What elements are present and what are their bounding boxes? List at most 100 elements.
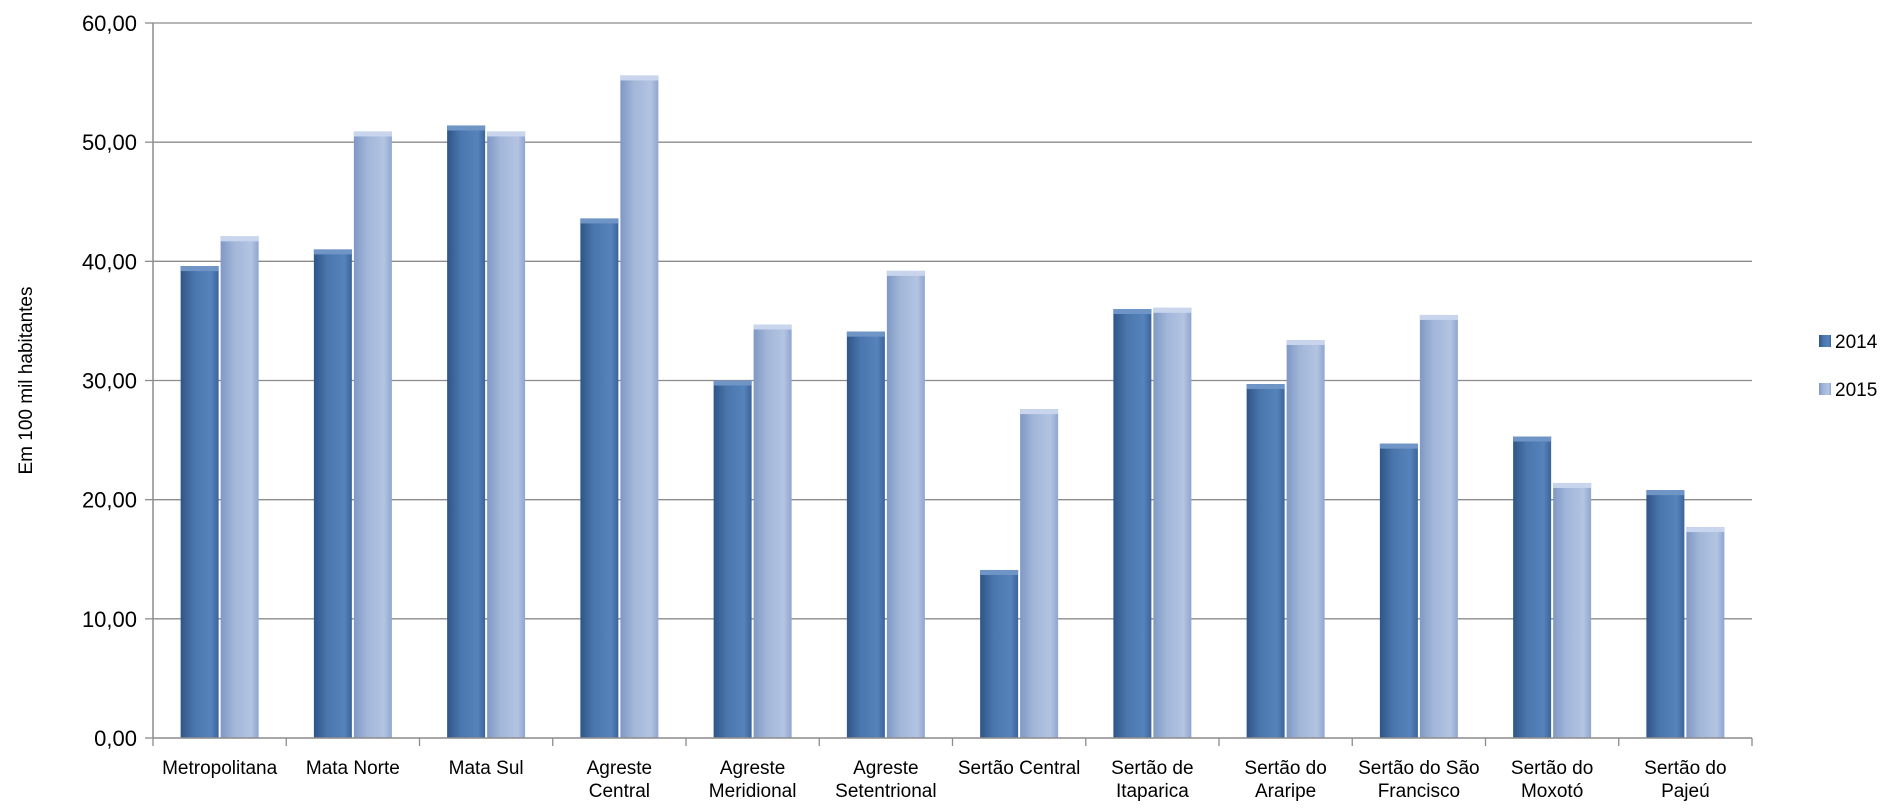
bar-top [313, 249, 352, 255]
x-tick-label-line: Metropolitana [162, 758, 278, 779]
bar [1419, 314, 1458, 738]
bar [713, 380, 752, 738]
x-tick-label-line: Agreste [587, 758, 652, 779]
legend-label: 2015 [1835, 380, 1877, 401]
bar [1153, 307, 1192, 738]
bar-2015-5 [886, 270, 925, 738]
bar-2014-2 [447, 125, 486, 738]
bar [1020, 409, 1059, 738]
bar-2014-11 [1646, 490, 1685, 738]
y-tick-label: 40,00 [82, 249, 137, 274]
bar [620, 75, 659, 738]
bar-2015-8 [1286, 339, 1325, 738]
bar-2015-7 [1153, 307, 1192, 738]
bar-2014-7 [1113, 309, 1152, 738]
bar-2014-6 [980, 569, 1019, 738]
x-tick-label: Metropolitana [162, 758, 278, 779]
bar-2014-3 [580, 218, 619, 738]
bar [1553, 482, 1592, 738]
x-tick-label-line: Araripe [1255, 781, 1316, 802]
bar-top [1153, 307, 1192, 313]
bar-2015-11 [1686, 527, 1725, 738]
bar [886, 270, 925, 738]
bar-top [220, 236, 259, 242]
bar-top [1286, 339, 1325, 345]
bar [846, 331, 885, 738]
bar-2015-3 [620, 75, 659, 738]
bar-2015-9 [1419, 314, 1458, 738]
x-tick-label-line: Pajeú [1661, 781, 1710, 802]
bar-top [886, 270, 925, 276]
bar-top [1646, 490, 1685, 496]
y-tick-label: 60,00 [82, 11, 137, 36]
legend-item-2014: 2014 [1819, 332, 1878, 353]
bar [1646, 490, 1685, 738]
bars [180, 75, 1725, 739]
x-tick-label: Sertão do São Francisco [1358, 758, 1479, 802]
x-tick-label-line: Sertão do [1244, 758, 1326, 779]
bar [980, 569, 1019, 738]
x-tick-label-line: Itaparica [1116, 781, 1189, 802]
bar-top [1419, 314, 1458, 320]
y-tick-label: 0,00 [94, 726, 137, 751]
bar-2014-10 [1513, 436, 1552, 738]
bar-top [180, 266, 219, 272]
bar [1246, 384, 1285, 738]
bar-2015-10 [1553, 482, 1592, 738]
x-tick-label-line: Sertão do [1511, 758, 1593, 779]
x-tick-label-line: Meridional [709, 781, 797, 802]
bar-2015-1 [353, 131, 392, 739]
bar [447, 125, 486, 738]
x-tick-label-line: Mata Norte [306, 758, 400, 779]
bar-2014-8 [1246, 384, 1285, 738]
bar [220, 236, 259, 738]
bar [1113, 309, 1152, 738]
axes [145, 22, 1753, 746]
legend: 2014 2015 [1819, 332, 1878, 401]
x-tick-label-line: Agreste [853, 758, 918, 779]
x-tick-label: Agreste Meridional [709, 758, 797, 802]
bar [487, 131, 526, 739]
bar-top [846, 331, 885, 337]
x-tick-label-line: Sertão do São [1358, 758, 1479, 779]
bar-2014-4 [713, 380, 752, 738]
x-tick-label: Sertão do Pajeú [1644, 758, 1726, 802]
x-tick-label: Mata Sul [449, 758, 524, 779]
y-axis-title: Em 100 mil habitantes [16, 287, 37, 475]
x-tick-label-line: Sertão Central [958, 758, 1081, 779]
bar-2014-5 [846, 331, 885, 738]
x-tick-label-line: Setentrional [835, 781, 936, 802]
bar-2015-0 [220, 236, 259, 738]
bar-top [580, 218, 619, 224]
x-tick-label: Sertão do Araripe [1244, 758, 1326, 802]
bar-top [487, 131, 526, 137]
legend-swatch [1819, 383, 1831, 395]
bar [753, 324, 792, 738]
bar-2014-1 [313, 249, 352, 738]
bar-top [753, 324, 792, 330]
x-tick-label-line: Agreste [720, 758, 785, 779]
bar [353, 131, 392, 739]
x-tick-label-line: Central [589, 781, 650, 802]
bar-2015-2 [487, 131, 526, 739]
x-tick-label-line: Sertão do [1644, 758, 1726, 779]
bar-top [980, 569, 1019, 575]
y-tick-label: 50,00 [82, 130, 137, 155]
bar-2015-4 [753, 324, 792, 738]
bar-top [353, 131, 392, 137]
bar [580, 218, 619, 738]
y-tick-label: 10,00 [82, 607, 137, 632]
bar-top [1553, 482, 1592, 488]
bar-top [1379, 443, 1418, 449]
bar-top [1020, 409, 1059, 415]
x-tick-label: Mata Norte [306, 758, 400, 779]
legend-item-2015: 2015 [1819, 380, 1877, 401]
bar-top [1113, 309, 1152, 314]
gridlines [153, 22, 1752, 620]
legend-swatch [1819, 335, 1831, 347]
bar-top [620, 75, 659, 81]
bar [180, 266, 219, 738]
x-tick-label: Sertão Central [958, 758, 1081, 779]
bar-2014-9 [1379, 443, 1418, 738]
